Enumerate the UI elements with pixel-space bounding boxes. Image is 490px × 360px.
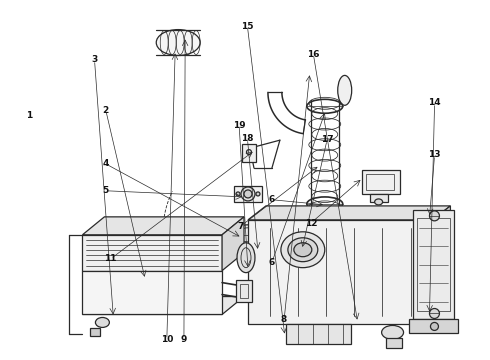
Polygon shape xyxy=(248,206,450,220)
Text: 11: 11 xyxy=(104,255,117,264)
Bar xyxy=(242,144,256,162)
Polygon shape xyxy=(82,217,244,235)
Bar xyxy=(416,218,450,311)
Bar xyxy=(362,170,399,194)
Text: 2: 2 xyxy=(102,105,109,114)
Ellipse shape xyxy=(431,323,439,330)
Text: 6: 6 xyxy=(269,258,275,267)
Ellipse shape xyxy=(244,190,252,198)
Polygon shape xyxy=(433,206,450,324)
Text: 14: 14 xyxy=(428,98,441,107)
Bar xyxy=(369,194,388,202)
Ellipse shape xyxy=(429,309,440,319)
Ellipse shape xyxy=(96,318,109,328)
Ellipse shape xyxy=(429,211,440,221)
Bar xyxy=(240,284,248,298)
Bar xyxy=(234,186,262,202)
Bar xyxy=(236,280,252,302)
Ellipse shape xyxy=(281,232,325,268)
Text: 6: 6 xyxy=(269,195,275,204)
Text: 10: 10 xyxy=(161,335,173,344)
Text: 13: 13 xyxy=(428,150,441,159)
Text: 8: 8 xyxy=(281,315,287,324)
Ellipse shape xyxy=(375,199,383,205)
Ellipse shape xyxy=(256,192,260,196)
Polygon shape xyxy=(413,210,454,319)
Ellipse shape xyxy=(241,187,255,201)
Bar xyxy=(409,319,458,333)
Ellipse shape xyxy=(156,30,200,55)
Ellipse shape xyxy=(237,243,255,273)
Text: 7: 7 xyxy=(237,222,244,231)
Text: 12: 12 xyxy=(305,219,317,228)
Ellipse shape xyxy=(232,225,264,245)
Text: 17: 17 xyxy=(321,135,333,144)
Text: 19: 19 xyxy=(233,121,245,130)
Polygon shape xyxy=(82,297,244,315)
Polygon shape xyxy=(82,271,222,315)
Ellipse shape xyxy=(294,243,312,257)
Ellipse shape xyxy=(338,75,352,105)
Text: 3: 3 xyxy=(91,55,98,64)
Text: 1: 1 xyxy=(26,111,32,120)
Polygon shape xyxy=(82,235,222,271)
Ellipse shape xyxy=(236,192,240,196)
Ellipse shape xyxy=(288,238,318,262)
Text: 18: 18 xyxy=(241,134,254,143)
Text: 16: 16 xyxy=(307,50,319,59)
Bar xyxy=(91,328,100,336)
Polygon shape xyxy=(222,217,244,271)
Bar xyxy=(366,174,393,190)
Polygon shape xyxy=(248,220,433,324)
Bar xyxy=(286,324,351,345)
Ellipse shape xyxy=(382,325,404,339)
Bar xyxy=(386,338,401,348)
Ellipse shape xyxy=(246,150,251,154)
Text: 4: 4 xyxy=(102,159,109,168)
Text: 15: 15 xyxy=(241,22,254,31)
Text: 5: 5 xyxy=(102,186,109,195)
Text: 9: 9 xyxy=(181,335,187,344)
